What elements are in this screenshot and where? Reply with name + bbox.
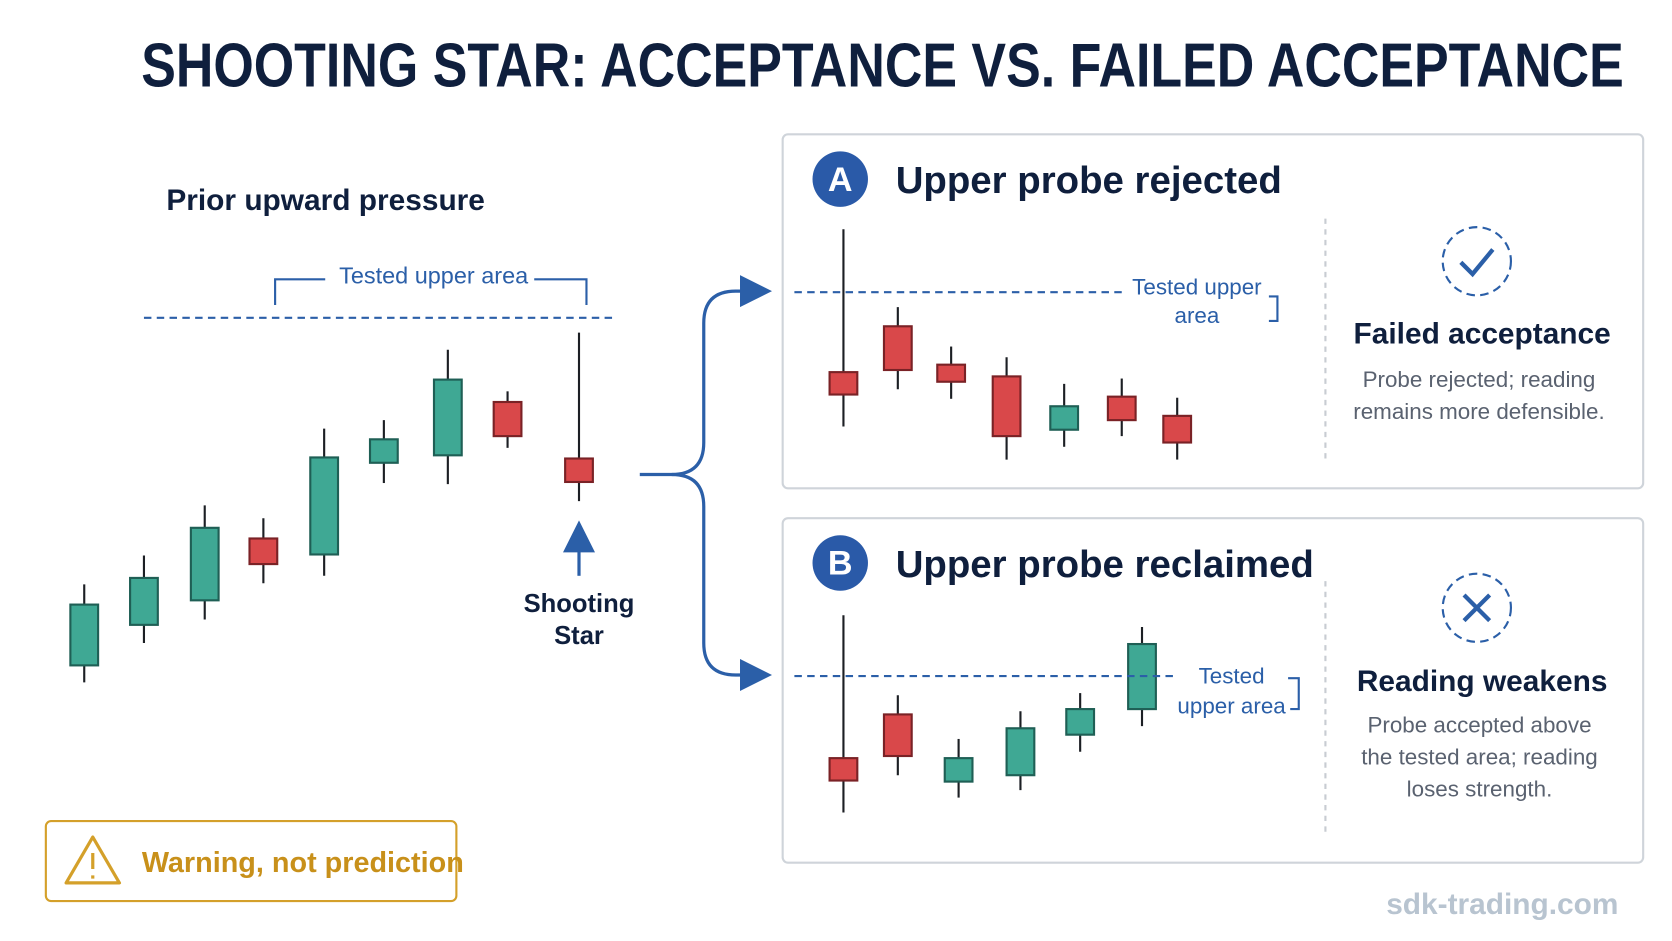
level-label: Tested upper area (1177, 664, 1286, 719)
level-label: Tested upper area (332, 262, 535, 291)
title: SHOOTING STAR: ACCEPTANCE VS. FAILED ACC… (0, 30, 1672, 101)
outcome: Failed acceptance (1353, 316, 1611, 350)
candle-body (309, 456, 340, 556)
candle-body (991, 375, 1022, 438)
title-text: SHOOTING STAR: ACCEPTANCE VS. FAILED ACC… (141, 30, 1624, 101)
candle-body (189, 526, 220, 602)
candle-body (564, 457, 594, 484)
candle-body (432, 378, 463, 457)
badge: B (812, 535, 868, 591)
watermark: sdk-trading.com (1386, 887, 1619, 921)
panel-title: Upper probe reclaimed (895, 541, 1314, 586)
candle-body (882, 325, 913, 372)
level-label: Tested upper area (1132, 275, 1262, 329)
candle-body (69, 603, 100, 667)
candle-body (828, 371, 859, 396)
candle-body (882, 713, 913, 758)
candle-body (368, 438, 399, 464)
description: Probe accepted above the tested area; re… (1361, 713, 1598, 802)
candle-body (1065, 708, 1096, 736)
description: Probe rejected; reading remains more def… (1353, 367, 1605, 425)
panel-b (781, 517, 1645, 864)
panel-a (781, 133, 1645, 490)
candle-body (1106, 395, 1137, 422)
panel-title: Upper probe rejected (895, 157, 1282, 202)
candle-body (492, 400, 523, 438)
candle-body (1162, 414, 1193, 444)
candle-body (248, 537, 279, 566)
candle-body (943, 757, 974, 783)
badge: A (812, 151, 868, 207)
candles (69, 229, 1193, 813)
guides (44, 218, 1513, 903)
candle-body (1005, 727, 1036, 777)
candle-body (129, 576, 159, 626)
candle-body (828, 757, 859, 782)
candle-label: Shooting Star (523, 589, 635, 651)
outcome: Reading weakens (1356, 664, 1608, 698)
warning: Warning, not prediction (141, 846, 464, 879)
candle-body (1049, 405, 1080, 431)
subtitle: Prior upward pressure (166, 183, 485, 217)
candle-body (936, 363, 967, 383)
